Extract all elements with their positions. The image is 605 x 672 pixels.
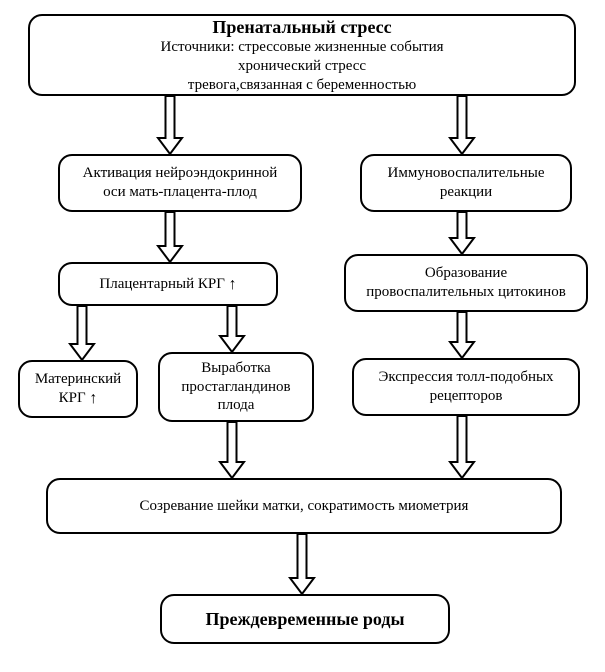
flowchart-arrows [0,0,605,672]
flow-arrow [450,96,474,154]
node-left1: Активация нейроэндокринной оси мать-плац… [58,154,302,212]
node-right1: Иммуновоспалительные реакции [360,154,572,212]
node-top: Пренатальный стресс Источники: стрессовы… [28,14,576,96]
node-final: Преждевременные роды [160,594,450,644]
flow-arrow [158,212,182,262]
flow-arrow [158,96,182,154]
flow-arrow [450,416,474,478]
up-arrow-icon: ↑ [89,389,97,409]
top-title: Пренатальный стресс [212,16,391,39]
flow-arrow [220,422,244,478]
node-left3a: Материнский КРГ ↑ [18,360,138,418]
flow-arrow [70,306,94,360]
node-right3: Экспрессия толл-подобных рецепторов [352,358,580,416]
top-line1: Источники: стрессовые жизненные события [161,38,444,57]
top-line2: хронический стресс [238,57,366,76]
flow-arrow [450,312,474,358]
node-merge: Созревание шейки матки, сократимость мио… [46,478,562,534]
node-left2: Плацентарный КРГ ↑ [58,262,278,306]
node-right2: Образование провоспалительных цитокинов [344,254,588,312]
top-line3: тревога,связанная с беременностью [188,76,416,95]
flow-arrow [290,534,314,594]
flow-arrow [220,306,244,352]
node-left3b: Выработка простагландинов плода [158,352,314,422]
flow-arrow [450,212,474,254]
up-arrow-icon: ↑ [229,275,237,295]
